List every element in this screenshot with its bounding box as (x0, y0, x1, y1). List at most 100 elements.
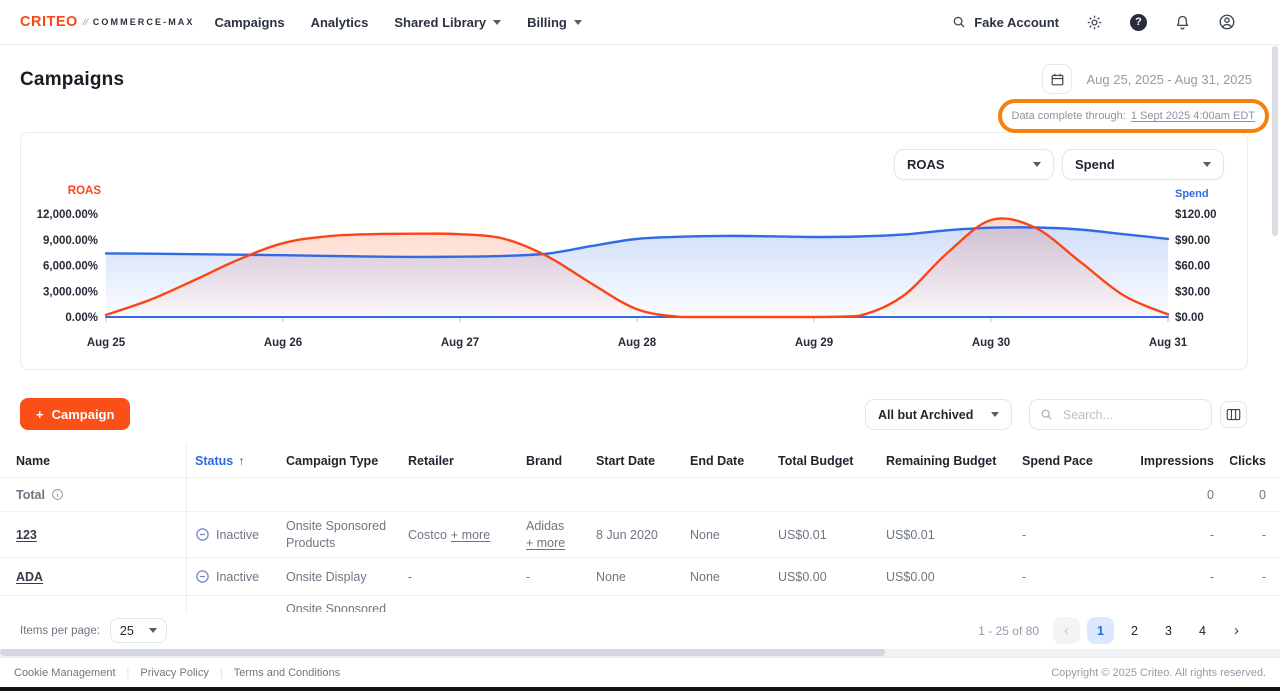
col-header-retailer[interactable]: Retailer (408, 453, 454, 468)
data-complete-label: Data complete through: (1011, 110, 1126, 122)
right-axis-title: Spend (1175, 188, 1209, 200)
date-range-text[interactable]: Aug 25, 2025 - Aug 31, 2025 (1086, 71, 1252, 87)
remaining-budget-cell: US$0.00 (886, 569, 935, 584)
profile-button[interactable] (1218, 13, 1236, 31)
info-icon[interactable] (51, 488, 64, 501)
col-header-clicks[interactable]: Clicks (1230, 453, 1266, 468)
chart-line-roas (104, 217, 1170, 319)
left-axis-tick: 12,000.00% (37, 209, 98, 221)
nav-item-billing[interactable]: Billing (527, 15, 582, 30)
x-axis-tick: Aug 30 (972, 337, 1010, 349)
sort-arrow-icon: ↑ (238, 453, 245, 468)
next-page-button[interactable]: › (1234, 622, 1239, 639)
campaign-type-cell: Onsite Display (286, 569, 367, 584)
col-header-end-date[interactable]: End Date (690, 453, 745, 468)
nav-items: Campaigns Analytics Shared Library Billi… (215, 15, 582, 30)
page-button-4[interactable]: 4 (1199, 623, 1206, 638)
right-axis-tick: $120.00 (1175, 209, 1217, 221)
col-header-campaign-type[interactable]: Campaign Type (286, 453, 379, 468)
col-header-status[interactable]: Status ↑ (187, 444, 278, 477)
settings-button[interactable] (1086, 14, 1103, 31)
col-header-name[interactable]: Name (0, 444, 187, 477)
retailer-more-link[interactable]: + more (450, 527, 491, 542)
impressions-cell: - (1209, 569, 1214, 584)
col-header-total-budget[interactable]: Total Budget (778, 453, 854, 468)
prev-page-button[interactable]: ‹ (1053, 617, 1080, 644)
nav-item-label: Analytics (310, 14, 369, 30)
table-row: ADA Inactive Onsite Display - - None Non… (0, 558, 1280, 596)
impressions-cell: - (1209, 527, 1214, 542)
col-header-spend-pace[interactable]: Spend Pace (1022, 453, 1093, 468)
column-settings-button[interactable] (1220, 401, 1247, 428)
spend-pace-cell: - (1022, 527, 1027, 542)
new-campaign-button[interactable]: + Campaign (20, 398, 131, 430)
campaign-name-link[interactable]: ADA (16, 569, 44, 584)
data-complete-highlight-annotation: Data complete through: 1 Sept 2025 4:00a… (997, 99, 1269, 133)
right-axis-tick: $60.00 (1175, 261, 1210, 273)
page-button-1[interactable]: 1 (1087, 617, 1114, 644)
brand-more-link[interactable]: + more (526, 535, 566, 550)
vertical-scrollbar-thumb[interactable] (1272, 46, 1278, 236)
col-header-label: Status (195, 453, 234, 468)
chevron-down-icon (493, 19, 502, 25)
horizontal-scrollbar-thumb[interactable] (0, 648, 885, 656)
calendar-button[interactable] (1042, 64, 1073, 94)
right-axis-tick: $30.00 (1175, 286, 1210, 298)
brand-name: Adidas (526, 518, 565, 533)
footer-link-cookie-management[interactable]: Cookie Management (14, 666, 116, 679)
date-range-picker: Aug 25, 2025 - Aug 31, 2025 (1042, 64, 1252, 94)
status-text: Inactive (216, 527, 260, 542)
help-button[interactable]: ? (1130, 13, 1147, 31)
start-date-cell: None (596, 569, 626, 584)
nav-item-shared-library[interactable]: Shared Library (394, 14, 502, 30)
total-clicks: 0 (1259, 487, 1266, 502)
clicks-cell: - (1261, 527, 1266, 542)
clicks-cell: - (1261, 569, 1266, 584)
plus-icon: + (36, 406, 44, 422)
chevron-down-icon (573, 19, 582, 25)
total-budget-cell: US$0.01 (778, 527, 827, 542)
account-switcher[interactable]: Fake Account (952, 15, 1059, 30)
inactive-icon (196, 528, 209, 541)
left-axis-tick: 9,000.00% (43, 235, 98, 247)
items-per-page-select[interactable]: 25 (109, 618, 167, 643)
user-circle-icon (1219, 14, 1235, 30)
table-total-row: Total 0 0 (0, 478, 1280, 512)
page-button-3[interactable]: 3 (1165, 623, 1172, 638)
metric-selector-roas[interactable]: ROAS (894, 149, 1054, 180)
spend-pace-cell: - (1022, 569, 1027, 584)
campaign-name-link[interactable]: 123 (16, 527, 37, 542)
search-input[interactable] (1061, 406, 1201, 423)
nav-item-label: Shared Library (394, 14, 487, 30)
top-nav: CRITEO // COMMERCE-MAX Campaigns Analyti… (0, 0, 1280, 45)
end-date-cell: None (690, 527, 720, 542)
total-impressions: 0 (1207, 487, 1214, 502)
status-filter-dropdown[interactable]: All but Archived (865, 399, 1012, 430)
x-axis-tick: Aug 27 (441, 337, 479, 349)
nav-item-analytics[interactable]: Analytics (311, 15, 369, 30)
criteo-logo[interactable]: CRITEO // COMMERCE-MAX (0, 14, 195, 30)
footer-link-terms[interactable]: Terms and Conditions (233, 666, 341, 679)
total-budget-cell: US$0.00 (778, 569, 827, 584)
x-axis-tick: Aug 25 (87, 337, 126, 349)
page-button-2[interactable]: 2 (1131, 623, 1138, 638)
status-cell: Inactive (187, 512, 278, 557)
x-axis-tick: Aug 28 (618, 337, 657, 349)
left-axis-tick: 3,000.00% (43, 286, 98, 298)
col-header-start-date[interactable]: Start Date (596, 453, 656, 468)
col-header-remaining-budget[interactable]: Remaining Budget (886, 453, 997, 468)
roas-spend-line-chart: ROAS Spend 12,000.00% 9,000.00% 6,000.00% 3,0… (37, 185, 1217, 349)
col-header-impressions[interactable]: Impressions (1140, 453, 1214, 468)
metric-selector-spend[interactable]: Spend (1062, 149, 1224, 180)
chevron-down-icon (991, 412, 999, 417)
footer-link-privacy-policy[interactable]: Privacy Policy (140, 666, 209, 679)
nav-item-campaigns[interactable]: Campaigns (215, 15, 285, 30)
data-complete-link[interactable]: 1 Sept 2025 4:00am EDT (1130, 110, 1255, 122)
new-campaign-label: Campaign (51, 406, 115, 422)
nav-item-label: Campaigns (214, 14, 285, 30)
retailer-name: Costco (408, 527, 447, 542)
campaign-type-cell: Onsite Sponsored Products (286, 602, 387, 613)
campaign-search (1029, 399, 1212, 430)
notifications-button[interactable] (1174, 14, 1191, 31)
col-header-brand[interactable]: Brand (526, 453, 563, 468)
